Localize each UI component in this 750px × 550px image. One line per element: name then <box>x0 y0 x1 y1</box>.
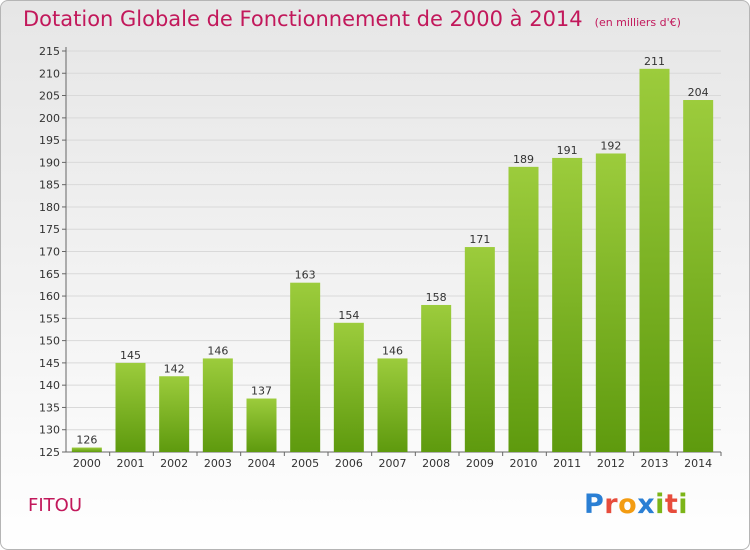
x-tick-label: 2002 <box>160 457 188 470</box>
data-label: 192 <box>600 139 621 152</box>
x-tick-label: 2011 <box>553 457 581 470</box>
data-label: 189 <box>513 153 534 166</box>
bar <box>246 398 277 452</box>
bar <box>377 358 408 452</box>
data-label: 191 <box>557 144 578 157</box>
bar <box>202 358 233 452</box>
data-label: 146 <box>207 344 228 357</box>
data-label: 154 <box>338 309 359 322</box>
bar <box>552 157 583 452</box>
x-axis-ticks: 2000 2001 2002 2003 2004 2005 2006 2007 2008 2009… <box>73 452 722 470</box>
logo-letter: t <box>664 489 679 520</box>
y-tick-label: 180 <box>39 201 60 214</box>
data-label: 211 <box>644 55 665 68</box>
y-tick-label: 205 <box>39 90 60 103</box>
x-tick-label: 2004 <box>248 457 276 470</box>
data-labels: 126 145 142 146 137 163 154 146 158 171 189 191 192 2… <box>76 55 708 447</box>
data-label: 126 <box>76 434 97 447</box>
logo-letter: P <box>584 489 605 520</box>
bar <box>71 447 102 452</box>
logo-letter: i <box>678 489 689 520</box>
y-tick-label: 130 <box>39 424 60 437</box>
bars <box>71 68 714 453</box>
chart-subtitle: (en milliers d'€) <box>594 16 681 29</box>
bar <box>421 304 452 452</box>
chart-title: Dotation Globale de Fonctionnement de 20… <box>23 7 681 31</box>
y-tick-label: 165 <box>39 268 60 281</box>
data-label: 163 <box>295 269 316 282</box>
bar <box>683 100 714 452</box>
bar <box>639 68 670 453</box>
x-tick-label: 2013 <box>641 457 669 470</box>
logo-letter: o <box>618 489 638 520</box>
y-tick-label: 155 <box>39 312 60 325</box>
y-tick-label: 145 <box>39 357 60 370</box>
data-label: 137 <box>251 385 272 398</box>
x-tick-label: 2010 <box>510 457 538 470</box>
x-tick-label: 2005 <box>291 457 319 470</box>
x-tick-label: 2001 <box>117 457 145 470</box>
x-tick-label: 2003 <box>204 457 232 470</box>
logo-letter: i <box>655 489 665 520</box>
y-tick-label: 160 <box>39 290 60 303</box>
bar <box>159 376 190 452</box>
y-tick-label: 185 <box>39 179 60 192</box>
y-tick-label: 200 <box>39 112 60 125</box>
bar <box>333 322 364 452</box>
x-tick-label: 2008 <box>422 457 450 470</box>
data-label: 158 <box>426 291 447 304</box>
bar <box>464 247 495 452</box>
y-axis-ticks: 125 130 135 140 145 150 155 160 165 170 175 180 185 1… <box>39 45 66 459</box>
x-tick-label: 2012 <box>597 457 625 470</box>
proxiti-logo[interactable]: Proxiti <box>584 489 688 520</box>
bar <box>115 362 146 452</box>
data-label: 204 <box>688 86 709 99</box>
x-tick-label: 2000 <box>73 457 101 470</box>
logo-letter: r <box>604 489 619 520</box>
commune-name: FITOU <box>28 495 82 516</box>
y-tick-label: 195 <box>39 134 60 147</box>
y-tick-label: 175 <box>39 223 60 236</box>
y-tick-label: 150 <box>39 335 60 348</box>
bar <box>290 282 321 452</box>
data-label: 142 <box>164 362 185 375</box>
y-tick-label: 140 <box>39 379 60 392</box>
y-tick-label: 125 <box>39 446 60 459</box>
y-tick-label: 210 <box>39 67 60 80</box>
x-tick-label: 2009 <box>466 457 494 470</box>
y-tick-label: 190 <box>39 156 60 169</box>
x-tick-label: 2006 <box>335 457 363 470</box>
x-tick-label: 2014 <box>684 457 712 470</box>
bar <box>595 153 626 452</box>
x-tick-label: 2007 <box>379 457 407 470</box>
data-label: 145 <box>120 349 141 362</box>
data-label: 146 <box>382 344 403 357</box>
data-label: 171 <box>469 233 490 246</box>
bar <box>508 166 539 452</box>
y-tick-label: 170 <box>39 246 60 259</box>
logo-letter: x <box>637 489 656 520</box>
y-tick-label: 135 <box>39 401 60 414</box>
chart-title-main: Dotation Globale de Fonctionnement de 20… <box>23 7 583 31</box>
y-tick-label: 215 <box>39 45 60 58</box>
